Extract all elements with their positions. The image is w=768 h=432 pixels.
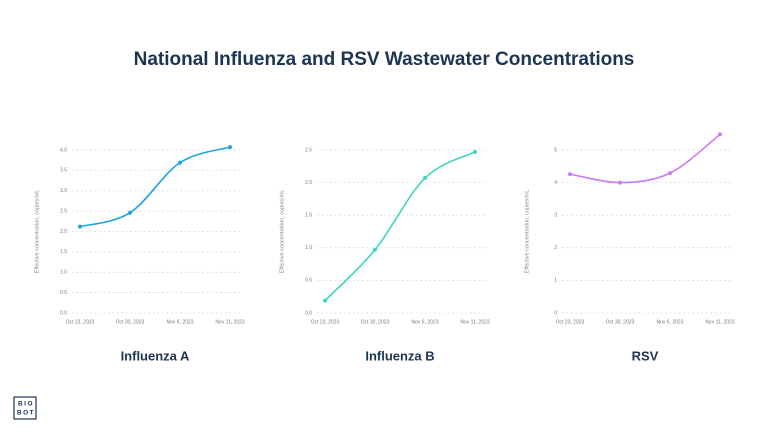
point (78, 224, 82, 229)
line (79, 146, 231, 228)
y-tick-label: 2 (554, 245, 557, 251)
page-title: National Influenza and RSV Wastewater Co… (134, 49, 635, 70)
y-tick-label: 2.0 (60, 229, 67, 235)
y-tick-label: 2.5 (305, 147, 312, 153)
chart-title: Influenza A (121, 348, 190, 363)
y-tick-label: 5 (554, 147, 557, 153)
y-tick-label: 1.0 (305, 245, 312, 251)
y-tick-label: 1.5 (305, 213, 312, 219)
point (228, 145, 232, 150)
point (323, 298, 327, 303)
point (373, 247, 377, 252)
y-tick-label: 3.0 (60, 188, 67, 194)
y-tick-label: 0.0 (60, 310, 67, 316)
x-tick-label: Oct 23, 2023 (66, 319, 95, 325)
point (178, 160, 182, 165)
y-tick-label: 0.0 (305, 310, 312, 316)
x-tick-label: Nov 6, 2023 (167, 319, 194, 325)
chart-title: RSV (632, 348, 659, 363)
y-tick-label: 2.0 (305, 180, 312, 186)
logo-box (13, 396, 37, 420)
y-tick-label: 2.5 (60, 208, 67, 214)
x-tick-label: Oct 30, 2023 (606, 319, 635, 325)
y-tick-label: 3 (554, 213, 557, 219)
x-tick-label: Oct 30, 2023 (361, 319, 390, 325)
point (473, 149, 477, 154)
y-axis-label: Effective concentration, copies/mL (279, 190, 285, 274)
y-tick-label: 3.5 (60, 168, 67, 174)
y-axis-label: Effective concentration, copies/mL (524, 190, 530, 274)
point (568, 172, 572, 177)
point (718, 132, 722, 137)
x-tick-label: Nov 11, 2023 (215, 319, 245, 325)
chart-title: Influenza B (365, 348, 434, 363)
point (128, 210, 132, 215)
point (668, 171, 672, 176)
x-tick-label: Oct 30, 2023 (116, 319, 145, 325)
y-tick-label: 0.5 (305, 278, 312, 284)
point (618, 180, 622, 185)
x-tick-label: Oct 23, 2023 (311, 319, 340, 325)
y-tick-label: 0 (554, 310, 557, 316)
x-tick-label: Nov 11, 2023 (460, 319, 490, 325)
line (324, 151, 476, 302)
y-axis-label: Effective concentration, copies/mL (34, 190, 40, 274)
line (569, 133, 721, 184)
logo-text: BIO (18, 401, 34, 408)
x-tick-label: Nov 11, 2023 (705, 319, 735, 325)
y-tick-label: 1 (554, 278, 557, 284)
y-tick-label: 4 (554, 180, 557, 186)
y-tick-label: 4.0 (60, 147, 67, 153)
y-tick-label: 1.5 (60, 249, 67, 255)
x-tick-label: Nov 6, 2023 (412, 319, 439, 325)
x-tick-label: Nov 6, 2023 (657, 319, 684, 325)
y-tick-label: 1.0 (60, 270, 67, 276)
point (423, 176, 427, 181)
y-tick-label: 0.5 (60, 290, 67, 296)
logo-text: BOT (17, 410, 35, 417)
x-tick-label: Oct 23, 2023 (556, 319, 585, 325)
